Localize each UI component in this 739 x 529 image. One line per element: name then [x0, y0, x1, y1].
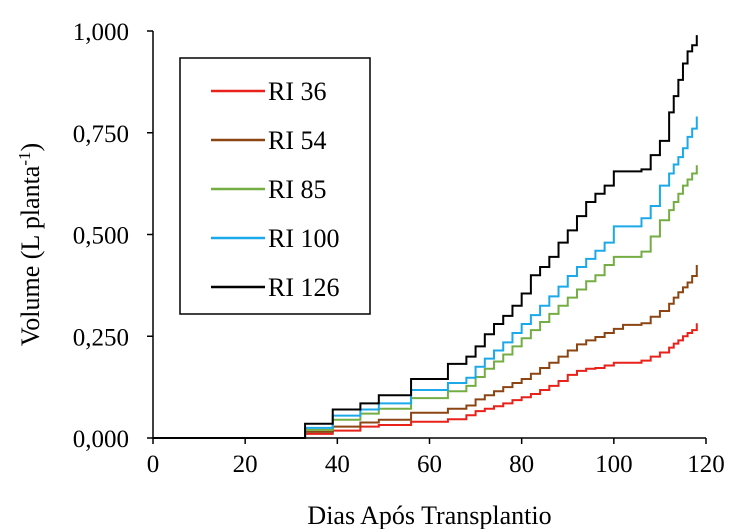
x-tick-label: 120	[687, 451, 725, 478]
series-line-ri-54	[153, 265, 698, 439]
x-tick-label: 80	[509, 451, 534, 478]
y-ticks: 0,000 0,250 0,500 0,750 1,000	[73, 19, 153, 453]
series-line-ri-85	[153, 165, 698, 439]
y-axis-title-superscript: -1	[15, 151, 34, 165]
legend-label-ri-54: RI 54	[268, 126, 327, 155]
x-axis-title: Dias Após Transplantio	[307, 501, 551, 529]
legend-label-ri-85: RI 85	[268, 175, 327, 204]
legend: RI 36 RI 54 RI 85 RI 100 RI 126	[179, 57, 371, 315]
y-tick-label: 0,750	[73, 121, 129, 148]
y-tick-label: 0,500	[73, 223, 129, 250]
series-line-ri-126	[153, 35, 698, 439]
y-tick-label: 0,250	[73, 324, 129, 351]
x-tick-label: 40	[325, 451, 350, 478]
y-axis-title-close: )	[16, 143, 45, 152]
x-ticks: 0 20 40 60 80 100 120	[147, 438, 725, 478]
y-tick-label: 0,000	[73, 426, 129, 453]
x-tick-label: 100	[595, 451, 633, 478]
series-layer	[153, 35, 698, 439]
series-line-ri-100	[153, 116, 698, 439]
x-tick-label: 20	[233, 451, 258, 478]
legend-label-ri-126: RI 126	[268, 273, 340, 302]
y-tick-label: 1,000	[73, 19, 129, 46]
y-axis-title: Volume (L planta-1)	[15, 143, 45, 346]
x-tick-label: 0	[147, 451, 160, 478]
legend-label-ri-100: RI 100	[268, 224, 340, 253]
legend-items: RI 36 RI 54 RI 85 RI 100 RI 126	[211, 77, 340, 302]
legend-box	[179, 57, 371, 315]
y-axis-title-main: Volume (L planta	[16, 165, 45, 346]
legend-label-ri-36: RI 36	[268, 77, 327, 106]
x-tick-label: 60	[417, 451, 442, 478]
series-line-ri-36	[153, 323, 698, 439]
